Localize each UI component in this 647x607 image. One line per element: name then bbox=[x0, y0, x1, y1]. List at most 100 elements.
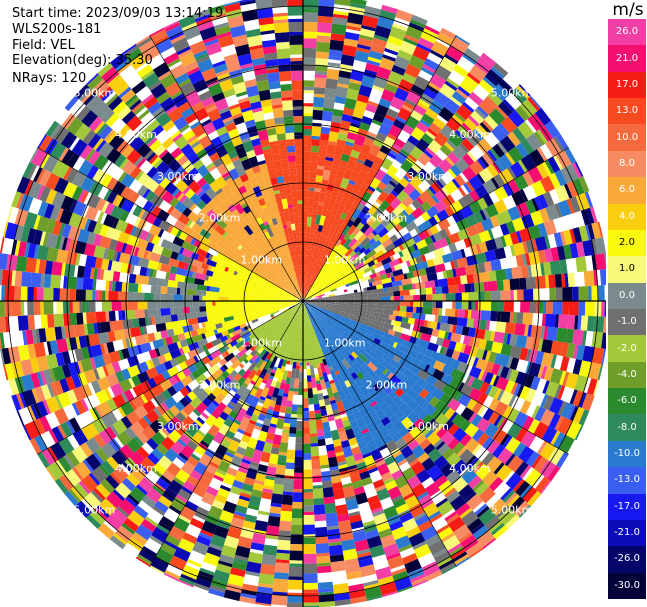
range-gate-cell bbox=[311, 293, 322, 298]
range-gate-cell bbox=[513, 174, 529, 191]
range-gate-cell bbox=[344, 407, 354, 417]
range-gate-cell bbox=[179, 288, 184, 295]
range-gate-cell bbox=[407, 135, 420, 147]
range-gate-cell bbox=[406, 306, 414, 313]
range-gate-cell bbox=[454, 174, 466, 187]
range-gate-cell bbox=[303, 511, 315, 516]
range-gate-cell bbox=[330, 281, 334, 285]
range-gate-cell bbox=[578, 409, 590, 426]
range-gate-cell bbox=[326, 387, 335, 399]
range-gate-cell bbox=[245, 275, 256, 283]
range-gate-cell bbox=[296, 306, 301, 317]
range-gate-cell bbox=[384, 192, 397, 205]
range-gate-cell bbox=[457, 284, 465, 293]
range-gate-cell bbox=[286, 268, 293, 278]
range-gate-cell bbox=[189, 193, 202, 206]
range-gate-cell bbox=[281, 320, 287, 327]
range-gate-cell bbox=[326, 326, 336, 335]
range-gate-cell bbox=[158, 429, 168, 439]
range-gate-cell bbox=[375, 132, 387, 142]
range-gate-cell bbox=[492, 444, 506, 459]
range-gate-cell bbox=[358, 558, 374, 568]
range-gate-cell bbox=[266, 335, 271, 340]
range-gate-cell bbox=[401, 248, 410, 257]
range-gate-cell bbox=[405, 115, 420, 130]
range-gate-cell bbox=[289, 563, 303, 568]
range-gate-cell bbox=[491, 84, 510, 102]
range-gate-cell bbox=[61, 149, 75, 165]
range-gate-cell bbox=[233, 282, 241, 288]
range-gate-cell bbox=[257, 305, 262, 309]
range-gate-cell bbox=[323, 310, 330, 315]
range-gate-cell bbox=[329, 554, 345, 563]
range-gate-cell bbox=[241, 137, 251, 144]
range-gate-cell bbox=[392, 348, 405, 358]
range-gate-cell bbox=[441, 405, 450, 416]
range-gate-cell bbox=[387, 461, 401, 475]
range-gate-cell bbox=[323, 97, 335, 109]
range-gate-cell bbox=[196, 390, 209, 402]
range-gate-cell bbox=[289, 286, 295, 292]
range-gate-cell bbox=[295, 319, 299, 330]
range-gate-cell bbox=[189, 517, 204, 530]
range-gate-cell bbox=[484, 249, 497, 262]
range-gate-cell bbox=[276, 418, 285, 430]
range-gate-cell bbox=[492, 525, 509, 540]
range-gate-cell bbox=[77, 265, 86, 278]
range-gate-cell bbox=[387, 345, 396, 353]
range-gate-cell bbox=[308, 276, 314, 287]
range-gate-cell bbox=[268, 375, 274, 380]
range-gate-cell bbox=[66, 276, 78, 290]
range-gate-cell bbox=[367, 361, 378, 373]
range-gate-cell bbox=[54, 395, 63, 410]
range-gate-cell bbox=[348, 253, 359, 263]
range-gate-cell bbox=[208, 588, 225, 598]
range-gate-cell bbox=[314, 514, 327, 522]
range-gate-cell bbox=[350, 240, 361, 251]
range-gate-cell bbox=[525, 388, 537, 403]
range-gate-cell bbox=[262, 285, 267, 289]
range-gate-cell bbox=[539, 460, 551, 475]
range-gate-cell bbox=[196, 200, 207, 210]
range-gate-cell bbox=[357, 333, 365, 340]
range-gate-cell bbox=[189, 396, 202, 409]
range-gate-cell bbox=[103, 248, 109, 260]
range-gate-cell bbox=[189, 301, 193, 307]
range-gate-cell bbox=[531, 337, 541, 351]
range-gate-cell bbox=[178, 347, 185, 356]
range-gate-cell bbox=[184, 394, 193, 404]
range-gate-cell bbox=[530, 325, 542, 339]
range-gate-cell bbox=[262, 442, 273, 454]
range-gate-cell bbox=[377, 227, 389, 238]
range-gate-cell bbox=[488, 270, 497, 282]
range-gate-cell bbox=[453, 554, 470, 566]
range-gate-cell bbox=[292, 345, 296, 353]
range-gate-cell bbox=[348, 437, 358, 447]
range-gate-cell bbox=[294, 456, 303, 467]
range-gate-cell bbox=[309, 430, 317, 434]
range-gate-cell bbox=[202, 214, 214, 226]
range-gate-cell bbox=[391, 280, 403, 287]
range-gate-cell bbox=[202, 290, 207, 296]
range-gate-cell bbox=[519, 385, 531, 400]
range-gate-cell bbox=[353, 274, 364, 282]
range-gate-cell bbox=[344, 425, 352, 431]
range-gate-cell bbox=[167, 224, 174, 234]
range-gate-cell bbox=[376, 253, 387, 263]
range-gate-cell bbox=[235, 236, 244, 245]
range-gate-cell bbox=[403, 377, 416, 389]
range-gate-cell bbox=[305, 295, 315, 300]
range-gate-cell bbox=[215, 188, 223, 196]
range-gate-cell bbox=[503, 233, 513, 247]
range-gate-cell bbox=[331, 334, 338, 342]
range-gate-cell bbox=[152, 269, 157, 278]
range-gate-cell bbox=[232, 240, 241, 248]
range-gate-cell bbox=[71, 186, 84, 201]
range-gate-cell bbox=[189, 306, 200, 313]
range-gate-cell bbox=[349, 155, 358, 162]
range-gate-cell bbox=[19, 392, 28, 408]
range-gate-cell bbox=[173, 307, 184, 315]
range-gate-cell bbox=[93, 137, 104, 151]
range-gate-cell bbox=[348, 82, 361, 91]
range-gate-cell bbox=[60, 131, 78, 149]
